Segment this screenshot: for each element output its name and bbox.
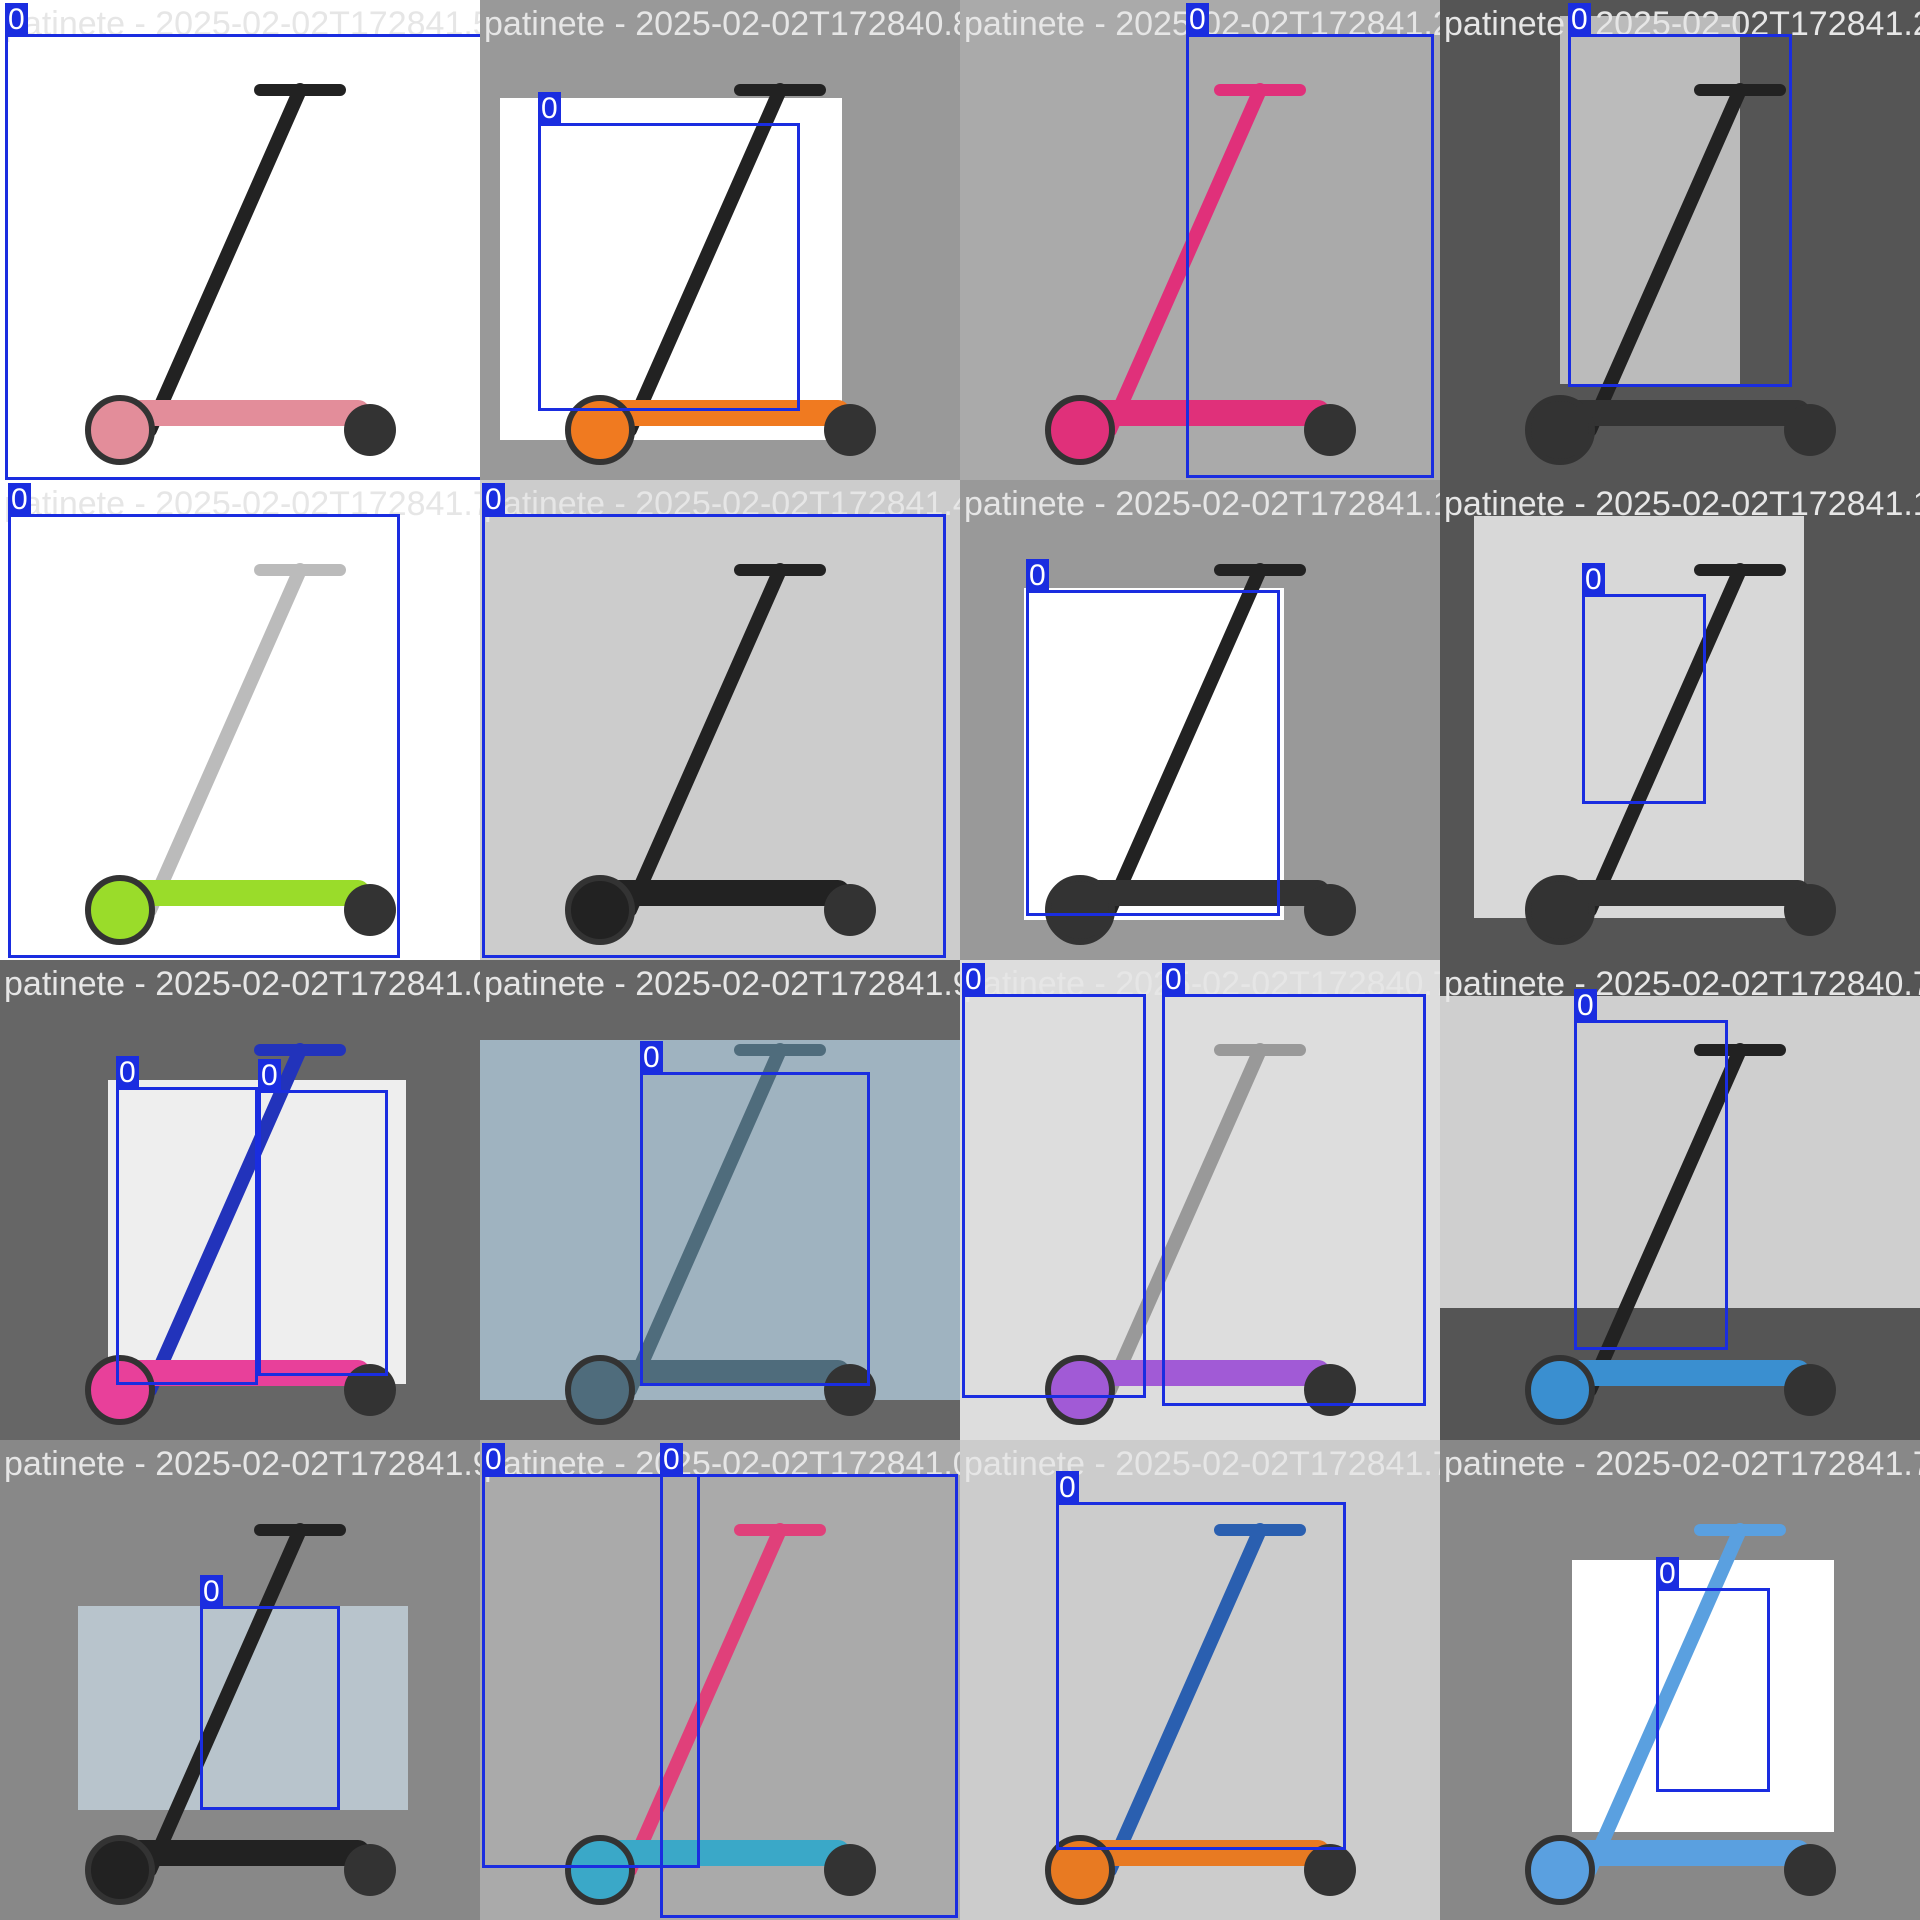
cell-3: patinete - 2025-02-02T172841.269.jpeg0 [960,0,1440,480]
class-label: 0 [538,92,561,126]
class-label: 0 [258,1059,281,1093]
class-label: 0 [5,3,28,37]
detection-box: 0 [1656,1557,1770,1792]
cell-11: patinete - 2025-02-02T172840.709.jpeg00 [960,960,1440,1440]
class-label: 0 [1056,1471,1079,1505]
scooter-illustration [85,83,396,465]
product-photo [1024,588,1284,920]
detection-box: 0 [200,1575,340,1810]
filename-label: patinete - 2025-02-02T172841.194.jpeg [1444,485,1920,523]
class-label: 0 [1186,3,1209,37]
cell-6: patinete - 2025-02-02T172841.457.jpeg0 [480,480,960,960]
product-photo [1474,516,1804,918]
cell-5: patinete - 2025-02-02T172841.733.jpeg0 [0,480,480,960]
scooter-illustration [1525,563,1836,945]
cell-16: patinete - 2025-02-02T172841.752.jpeg 0 [1440,1440,1920,1920]
detection-box: 0 [8,483,400,958]
detection-box: 0 [1186,3,1434,478]
filename-label: patinete - 2025-02-02T172840.806.jpeg [484,5,960,43]
scooter-illustration [85,1043,396,1425]
filename-label: patinete - 2025-02-02T172840.709.jpeg [1444,965,1920,1003]
scooter-illustration [1525,1523,1836,1905]
product-photo [78,1606,408,1810]
detection-box: 0 [1026,559,1280,916]
cell-1: patinete - 2025-02-02T172841.535.jpeg0 [0,0,480,480]
cell-7: patinete - 2025-02-02T172841.194.jpeg 0 [960,480,1440,960]
class-label: 0 [1574,989,1597,1023]
detection-box: 0 [482,1443,700,1868]
detection-box: 0 [640,1041,870,1386]
filename-label: patinete - 2025-02-02T172841.027.jpeg [4,965,480,1003]
detection-box: 0 [1056,1471,1346,1850]
scooter-illustration [85,1523,396,1905]
detection-box: 0 [1582,563,1706,804]
filename-label: patinete - 2025-02-02T172841.918.jpeg [484,965,960,1003]
class-label: 0 [1568,3,1591,37]
detection-box: 0 [1574,989,1728,1350]
filename-label: patinete - 2025-02-02T172841.962.jpeg [4,1445,480,1483]
detection-box: 0 [962,963,1146,1398]
scooter-illustration [1045,1043,1356,1425]
cell-10: patinete - 2025-02-02T172841.918.jpeg 0 [480,960,960,1440]
scooter-illustration [565,83,876,465]
class-label: 0 [1582,563,1605,597]
scooter-illustration [1045,563,1356,945]
class-label: 0 [116,1056,139,1090]
product-photo [480,1040,960,1400]
scooter-illustration [1045,1523,1356,1905]
class-label: 0 [1026,559,1049,593]
detection-box: 0 [258,1059,388,1376]
scooter-illustration [85,563,396,945]
scooter-illustration [1045,83,1356,465]
cell-8: patinete - 2025-02-02T172841.194.jpeg 0 [1440,480,1920,960]
detection-box: 0 [1568,3,1792,387]
product-photo [500,98,842,440]
cell-14: patinete - 2025-02-02T172841.004.jpeg00 [480,1440,960,1920]
cell-12: patinete - 2025-02-02T172840.709.jpeg0 [1440,960,1920,1440]
class-label: 0 [640,1041,663,1075]
cell-2: patinete - 2025-02-02T172840.806.jpeg 0 [480,0,960,480]
product-photo [1560,16,1740,384]
filename-label: patinete - 2025-02-02T172841.752.jpeg [1444,1445,1920,1483]
detection-box: 0 [5,3,480,480]
scooter-illustration [565,1523,876,1905]
class-label: 0 [1162,963,1185,997]
class-label: 0 [200,1575,223,1609]
cell-9: patinete - 2025-02-02T172841.027.jpeg 0 0 [0,960,480,1440]
cell-15: patinete - 2025-02-02T172841.752.jpeg0 [960,1440,1440,1920]
detection-box: 0 [116,1056,258,1385]
class-label: 0 [660,1443,683,1477]
detection-box: 0 [482,483,946,958]
class-label: 0 [482,483,505,517]
cell-4: patinete - 2025-02-02T172841.269.jpeg0 [1440,0,1920,480]
detection-box: 0 [538,92,800,411]
product-photo [1440,996,1920,1308]
scooter-illustration [1525,1043,1836,1425]
filename-label: patinete - 2025-02-02T172841.194.jpeg [964,485,1440,523]
detection-box: 0 [660,1443,958,1918]
class-label: 0 [8,483,31,517]
scooter-illustration [565,1043,876,1425]
detection-box: 0 [1162,963,1426,1406]
scooter-illustration [1525,83,1836,465]
scooter-illustration [565,563,876,945]
filename-label: patinete - 2025-02-02T172841.752.jpeg [964,1445,1440,1483]
class-label: 0 [962,963,985,997]
cell-13: patinete - 2025-02-02T172841.962.jpeg 0 [0,1440,480,1920]
class-label: 0 [1656,1557,1679,1591]
class-label: 0 [482,1443,505,1477]
